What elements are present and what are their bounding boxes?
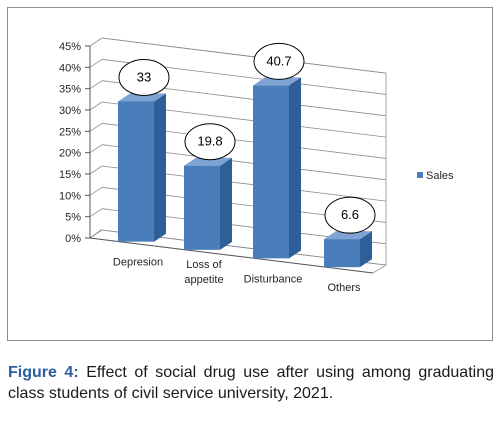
caption-label: Figure 4: <box>8 364 79 381</box>
legend-swatch <box>417 172 423 178</box>
caption-text: Effect of social drug use after using am… <box>8 364 494 402</box>
bar <box>184 165 220 250</box>
bar-side <box>289 77 301 259</box>
category-label: Depresion <box>113 257 163 269</box>
gridline-side <box>89 144 103 153</box>
gridline-side <box>89 59 103 68</box>
y-tick-label: 40% <box>59 62 81 74</box>
chart-frame: 0% 5% 10% 15% 20% 25% 30% 35% 40% 45% Depresion Lo… <box>7 7 493 341</box>
category-label: Others <box>327 282 361 294</box>
data-label: 6.6 <box>341 207 359 222</box>
y-axis-ticks: 0% 5% 10% 15% 20% 25% 30% 35% 40% 45% <box>59 41 90 245</box>
data-label-bubble <box>253 42 305 80</box>
bar-chart: 0% 5% 10% 15% 20% 25% 30% 35% 40% 45% Depresion Lo… <box>59 37 454 294</box>
y-tick-label: 0% <box>65 233 81 245</box>
data-label-bubble <box>324 196 376 234</box>
y-tick-label: 30% <box>59 105 81 117</box>
data-label: 40.7 <box>266 53 291 68</box>
bar <box>324 239 360 268</box>
bar-side <box>220 157 232 250</box>
bar-top <box>253 77 301 86</box>
gridline-side <box>89 80 103 89</box>
axes <box>89 46 374 274</box>
y-tick-label: 15% <box>59 169 81 181</box>
category-label: Disturbance <box>244 273 303 285</box>
gridline-side <box>89 187 103 196</box>
y-tick-label: 5% <box>65 212 81 224</box>
x-axis-categories: Depresion Loss of appetite Disturbance Other… <box>113 257 361 294</box>
bars <box>118 77 372 268</box>
data-labels: 33 19.8 40.7 6.6 <box>118 42 376 234</box>
gridline-side <box>89 37 103 47</box>
x-axis-line <box>89 237 374 274</box>
bar-top <box>324 231 372 240</box>
y-tick-label: 20% <box>59 148 81 160</box>
figure-caption: Figure 4: Effect of social drug use afte… <box>8 362 494 404</box>
bar-side <box>360 231 372 268</box>
bar-side <box>154 93 166 242</box>
gridline-side <box>89 229 103 239</box>
y-tick-label: 35% <box>59 84 81 96</box>
legend-label: Sales <box>426 170 454 182</box>
gridline-side <box>89 101 103 111</box>
data-label: 33 <box>137 69 151 84</box>
bar-top <box>184 157 232 166</box>
category-label: appetite <box>184 274 223 286</box>
gridline-side <box>89 165 103 175</box>
bar <box>118 101 154 242</box>
data-label: 19.8 <box>197 134 222 149</box>
category-label: Loss of <box>186 259 222 271</box>
gridline <box>101 37 387 74</box>
bar <box>253 85 289 259</box>
data-label-bubble <box>184 123 236 161</box>
legend: Sales <box>417 170 454 182</box>
y-tick-label: 25% <box>59 126 81 138</box>
y-tick-label: 45% <box>59 41 81 53</box>
bar-top <box>118 93 166 102</box>
data-label-bubble <box>118 58 170 96</box>
gridline-side <box>89 208 103 217</box>
gridline-side <box>89 123 103 132</box>
y-tick-label: 10% <box>59 190 81 202</box>
